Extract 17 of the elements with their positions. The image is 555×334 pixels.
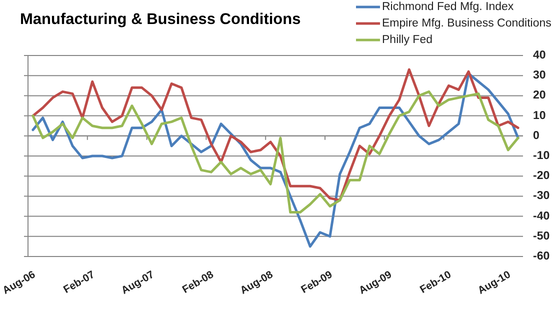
- y-tick-label: 30: [533, 70, 546, 82]
- legend-label: Philly Fed: [382, 34, 432, 46]
- legend-label: Empire Mfg. Business Conditions: [382, 18, 552, 30]
- y-tick-label: -40: [533, 210, 550, 222]
- chart-title: Manufacturing & Business Conditions: [20, 11, 301, 28]
- y-tick-label: -60: [533, 250, 550, 262]
- y-tick-label: 0: [533, 130, 540, 142]
- y-tick-label: -30: [533, 190, 550, 202]
- y-tick-label: 40: [533, 50, 546, 62]
- y-tick-label: 20: [533, 90, 546, 102]
- y-tick-label: -50: [533, 230, 550, 242]
- y-tick-label: 10: [533, 110, 546, 122]
- line-series: [32, 90, 520, 214]
- line-series: [32, 68, 520, 202]
- y-tick-label: -10: [533, 150, 550, 162]
- y-tick-label: -20: [533, 170, 550, 182]
- legend-label: Richmond Fed Mfg. Index: [382, 1, 514, 13]
